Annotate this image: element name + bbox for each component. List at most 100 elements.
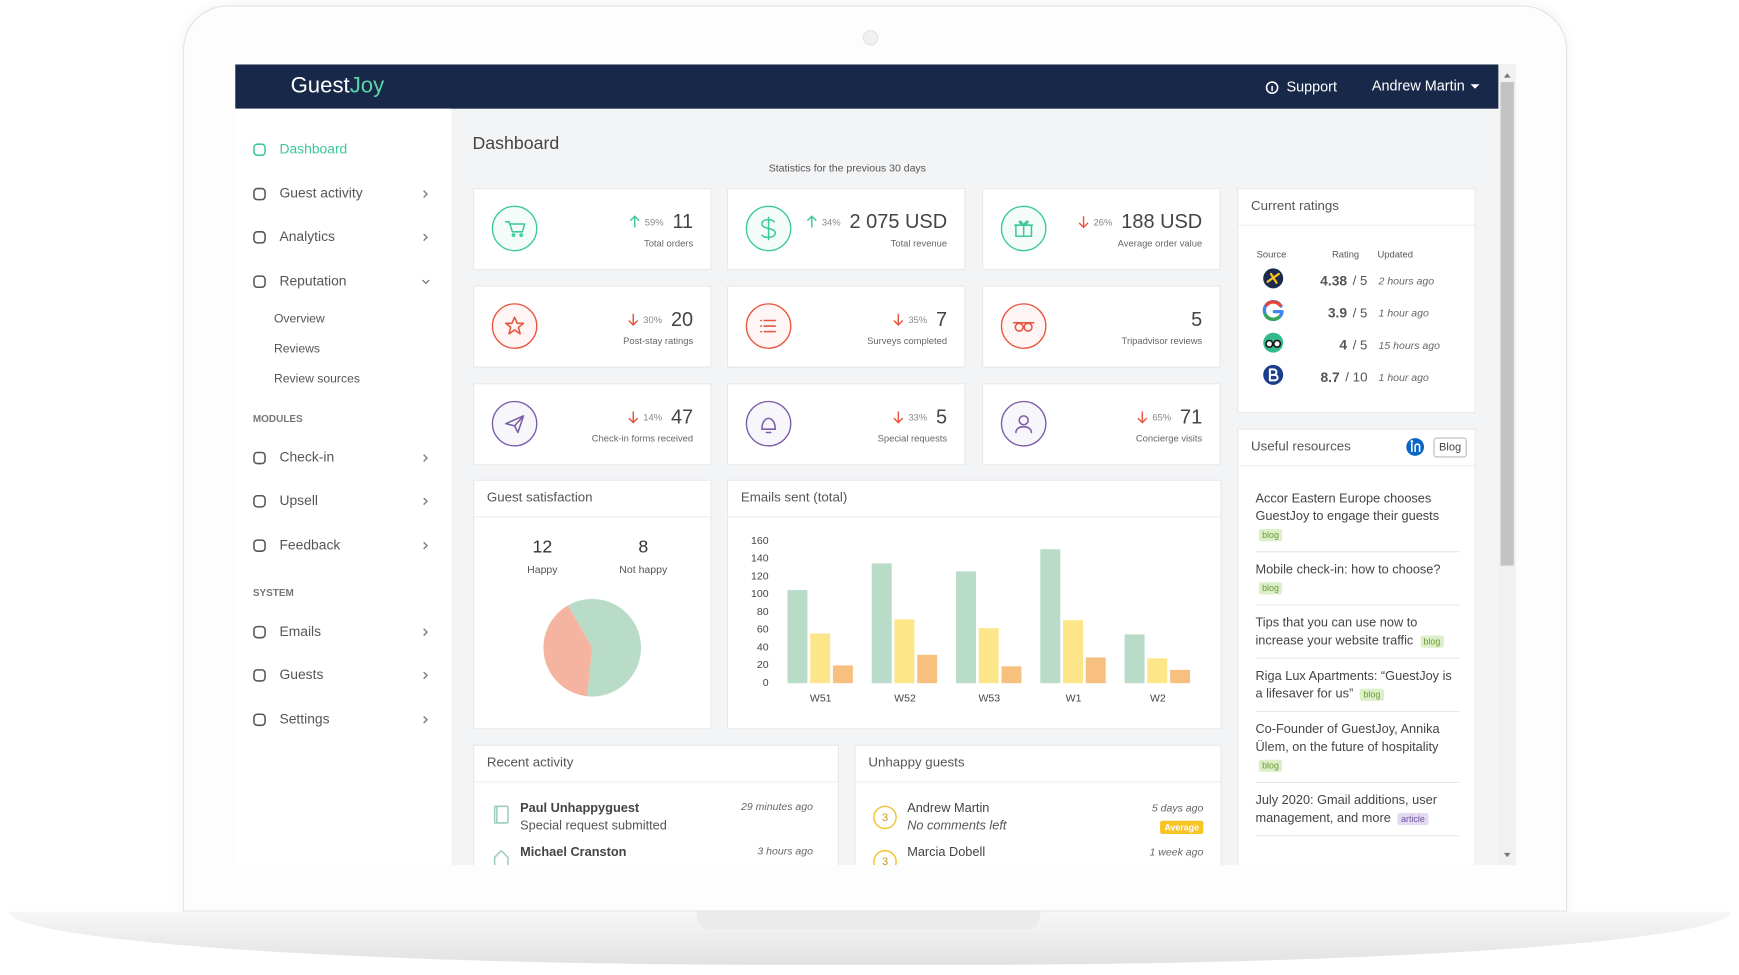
x-tick-label: W53: [978, 692, 1000, 704]
nav-subitem[interactable]: Reviews: [274, 342, 320, 356]
user-menu[interactable]: Andrew Martin: [1372, 78, 1465, 94]
nav-icon: [253, 625, 266, 639]
header: [235, 64, 1517, 109]
stat-change: 34%: [822, 216, 841, 227]
stat-label: Total orders: [644, 237, 693, 248]
nav-item[interactable]: Check-in: [279, 449, 334, 465]
chevron: [423, 233, 428, 242]
page-title: Dashboard: [472, 133, 559, 153]
stat-value: 7: [936, 309, 947, 331]
activity-time: 29 minutes ago: [740, 801, 813, 813]
rating-updated: 2 hours ago: [1378, 275, 1435, 287]
nav-item[interactable]: Reputation: [279, 272, 346, 288]
trend-arrow: [1078, 216, 1089, 229]
stat-icon-circle: [491, 303, 538, 349]
stat-card: [982, 187, 1221, 271]
support-link[interactable]: Support: [1287, 79, 1337, 95]
bar: [978, 628, 999, 684]
icon-part: [253, 143, 266, 157]
y-tick-label: 120: [751, 570, 769, 582]
rating-score: 4.38: [1320, 272, 1347, 288]
y-tick-label: 80: [757, 606, 769, 618]
icon-part: [1268, 368, 1279, 382]
resource-item[interactable]: Accor Eastern Europe chooses GuestJoy to…: [1255, 490, 1460, 553]
resource-item[interactable]: Riga Lux Apartments: “GuestJoy is a life…: [1255, 668, 1460, 713]
activity-time: 3 hours ago: [757, 846, 813, 858]
card-title: Useful resources: [1251, 438, 1351, 453]
source-logo: [1262, 299, 1284, 322]
icon-part: [1411, 442, 1421, 453]
nav-item[interactable]: Emails: [279, 623, 321, 639]
screen-canvas: GuestJoy Support Andrew Martin Dashboard Gue…: [235, 64, 1517, 866]
activity-icon: [493, 849, 509, 866]
nav-heading: SYSTEM: [253, 588, 294, 599]
badge-label: Average: [1164, 822, 1199, 832]
icon-part: [1264, 300, 1282, 307]
unhappy-card: [854, 744, 1222, 866]
resource-item[interactable]: July 2020: Gmail additions, user managem…: [1255, 792, 1460, 837]
resource-text[interactable]: Riga Lux Apartments: “GuestJoy is a life…: [1255, 669, 1452, 701]
resource-text[interactable]: July 2020: Gmail additions, user managem…: [1255, 794, 1437, 826]
brand-logo: GuestJoy: [291, 72, 386, 97]
column-header: Rating: [1332, 249, 1359, 260]
nav-item[interactable]: Feedback: [279, 536, 340, 552]
trend-arrow: [628, 411, 639, 424]
resource-text[interactable]: Mobile check-in: how to choose?: [1255, 563, 1441, 577]
bar: [1170, 669, 1191, 684]
stat-label: Total revenue: [891, 237, 947, 248]
stat-label: Check-in forms received: [592, 433, 693, 444]
activity-name: Paul Unhappyguest: [520, 800, 640, 815]
nav-item[interactable]: Settings: [279, 710, 329, 726]
resource-text[interactable]: Co-Founder of GuestJoy, Annika Ülem, on …: [1255, 723, 1440, 755]
stat-icon-circle: [491, 205, 538, 252]
chevron: [423, 715, 428, 724]
resource-item[interactable]: Tips that you can use now to increase yo…: [1255, 614, 1460, 659]
stat-icon: [504, 221, 526, 238]
icon-part: [253, 451, 266, 465]
stat-value: 11: [672, 211, 693, 233]
blog-button-label[interactable]: Blog: [1439, 441, 1461, 453]
resource-text[interactable]: Accor Eastern Europe chooses GuestJoy to…: [1255, 492, 1440, 524]
stat-value: 5: [936, 406, 947, 428]
nav-subitem[interactable]: Review sources: [274, 372, 360, 386]
nav-item[interactable]: Guest activity: [279, 185, 362, 201]
guest-time: 1 week ago: [1150, 847, 1204, 859]
bar: [956, 571, 976, 684]
nav-icon: [253, 451, 266, 465]
guest-time: 5 days ago: [1152, 802, 1204, 814]
stat-card: [726, 383, 966, 466]
resource-item[interactable]: Co-Founder of GuestJoy, Annika Ülem, on …: [1255, 721, 1460, 783]
icon-part: [1014, 220, 1034, 238]
resource-tag: blog: [1420, 635, 1444, 648]
source-logo: [1263, 364, 1284, 385]
resource-item[interactable]: Mobile check-in: how to choose? blog: [1255, 561, 1460, 606]
nav-heading: MODULES: [253, 414, 303, 425]
stat-value: 47: [671, 406, 693, 428]
nav-item[interactable]: Dashboard: [279, 140, 347, 156]
nav-item[interactable]: Analytics: [279, 228, 335, 244]
trend-arrow: [629, 215, 640, 228]
resource-text[interactable]: Tips that you can use now to increase yo…: [1255, 616, 1418, 648]
icon-part: [761, 417, 777, 434]
stat-value: 20: [671, 309, 693, 331]
icon-part: [253, 539, 266, 552]
stat-change: 26%: [1094, 216, 1113, 227]
blog-button[interactable]: [1433, 437, 1467, 458]
bar: [1040, 549, 1061, 684]
stat-value: 5: [1191, 309, 1202, 331]
nav-item[interactable]: Upsell: [279, 492, 318, 508]
stat-icon: [504, 415, 525, 434]
camera: [862, 29, 879, 46]
resource-tag: article: [1397, 812, 1429, 826]
guest-detail: No comments left: [907, 818, 1007, 833]
icon-part: [253, 275, 266, 289]
laptop-notch: [696, 911, 1041, 930]
nav-subitem[interactable]: Overview: [274, 312, 325, 326]
x-tick-label: W2: [1150, 692, 1166, 704]
stat-card: [473, 187, 712, 271]
bar: [1124, 634, 1145, 684]
rating-score: 3.9: [1328, 305, 1348, 321]
y-tick-label: 0: [763, 677, 769, 689]
rating-updated: 1 hour ago: [1379, 308, 1429, 320]
nav-item[interactable]: Guests: [279, 666, 323, 682]
